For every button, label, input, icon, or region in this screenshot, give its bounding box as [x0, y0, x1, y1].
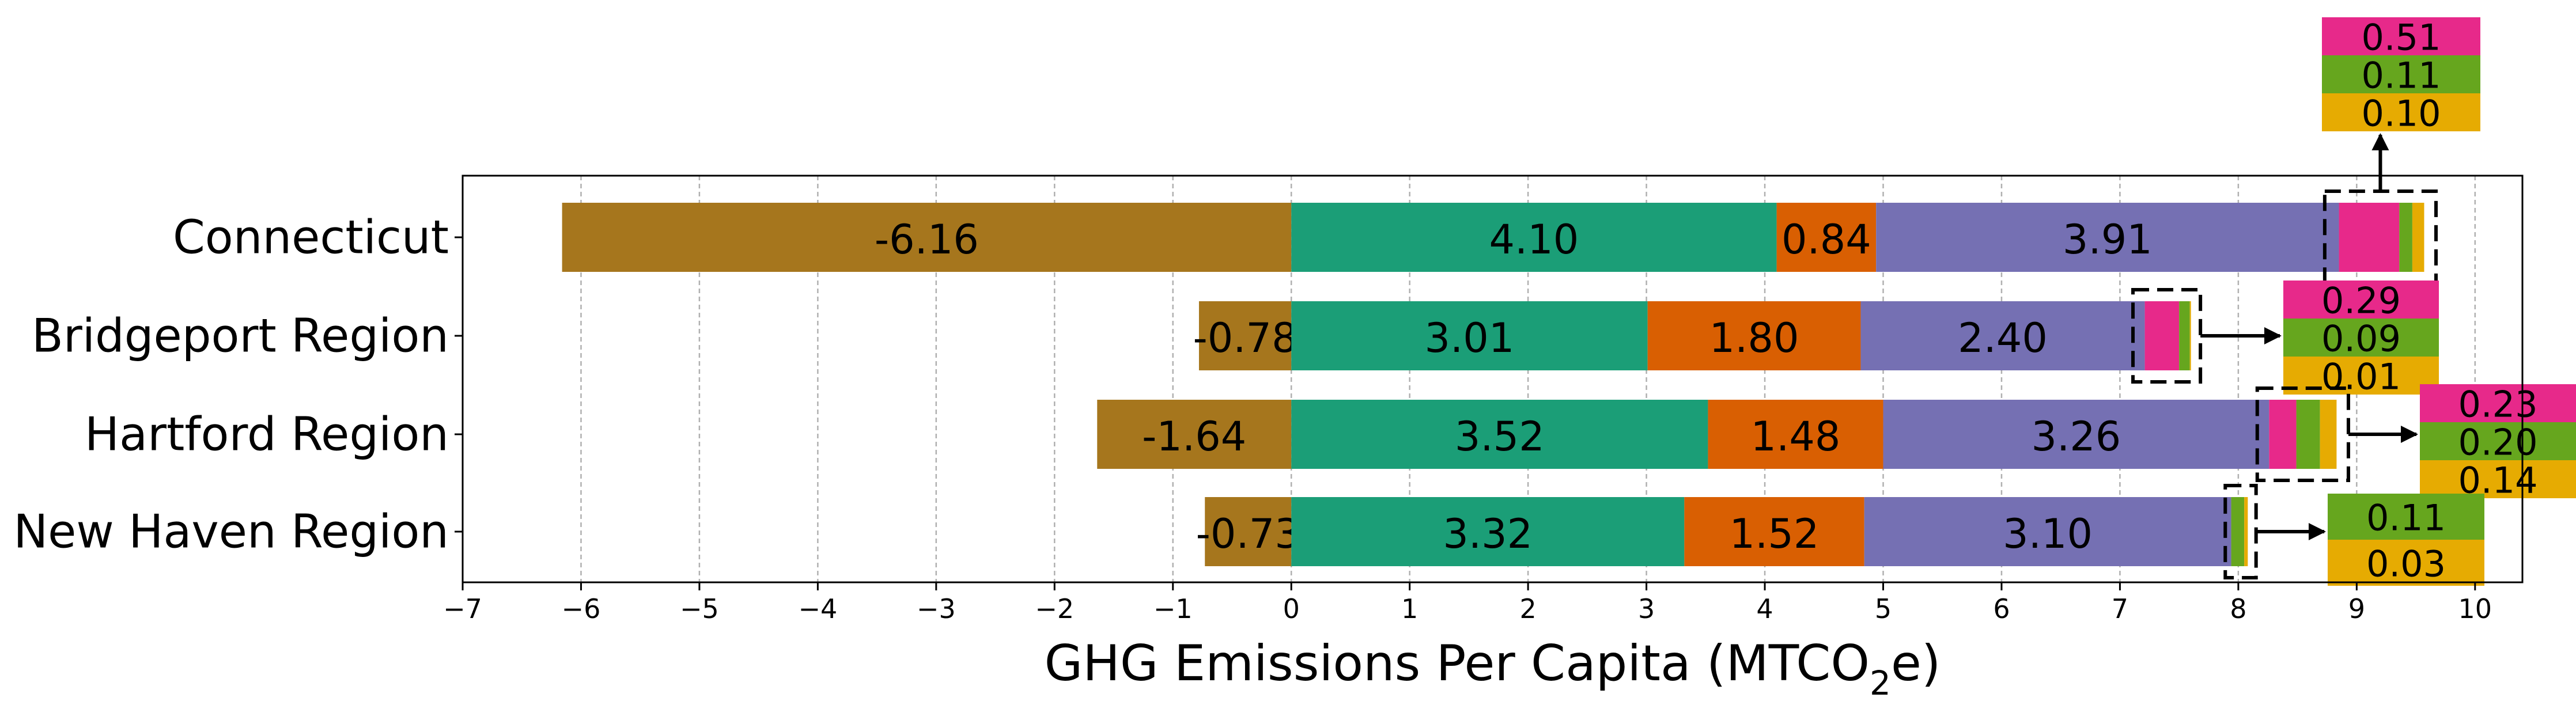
- bar-segment-r3-s0: [1205, 497, 1292, 566]
- zoom-box-r1: [2131, 288, 2203, 384]
- callout-value-r2-s4: 0.23: [2458, 384, 2537, 426]
- bar-segment-r2-s0: [1097, 400, 1292, 469]
- category-label-2: Hartford Region: [85, 408, 449, 461]
- y-axis: Connecticut Bridgeport Region Hartford Reg…: [13, 211, 463, 559]
- callout-swatch-r1-s4: [2283, 281, 2439, 319]
- bar-value-label-r0-s1: 4.10: [1489, 216, 1579, 263]
- callout-value-r0-s5: 0.11: [2361, 55, 2441, 97]
- bar-segment-r1-s5: [2179, 301, 2190, 370]
- zoom-box-r2: [2255, 386, 2350, 482]
- callout-swatch-r0-s4: [2322, 17, 2480, 55]
- bar-value-label-r0-s3: 3.91: [2063, 216, 2153, 263]
- bar-segment-r3-s6: [2244, 497, 2248, 566]
- bar-value-label-r0-s2: 0.84: [1781, 216, 1871, 263]
- x-axis-title-subscript: 2: [1870, 664, 1891, 702]
- bar-segment-r3-s3: [1864, 497, 2231, 566]
- x-tick-label-9: 2: [1519, 593, 1536, 624]
- callout-value-r3-s5: 0.11: [2366, 497, 2446, 539]
- bar-value-label-r2-s3: 3.26: [2031, 413, 2121, 460]
- bar-segment-r1-s3: [1860, 301, 2145, 370]
- bar-value-label-r2-s1: 3.52: [1455, 413, 1545, 460]
- bar-segment-r0-s3: [1876, 203, 2339, 272]
- bar-value-label-r3-s3: 3.10: [2003, 510, 2093, 558]
- x-tick-label-12: 5: [1875, 593, 1892, 624]
- callout-swatch-r0-s5: [2322, 55, 2480, 93]
- bar-value-label-r1-s1: 3.01: [1425, 314, 1515, 362]
- bar-segment-r1-s6: [2189, 301, 2191, 370]
- bar-value-label-r1-s2: 1.80: [1709, 314, 1799, 362]
- x-tick-label-7: 0: [1283, 593, 1300, 624]
- bar-segment-r1-s2: [1647, 301, 1861, 370]
- callout-value-r3-s6: 0.03: [2366, 543, 2446, 585]
- callout-swatch-r2-s6: [2420, 460, 2576, 498]
- bar-segment-r3-s2: [1684, 497, 1864, 566]
- bar-value-label-r2-s2: 1.48: [1751, 413, 1841, 460]
- bar-value-label-r2-s0: -1.64: [1142, 413, 1246, 460]
- bar-segment-r2-s4: [2269, 400, 2297, 469]
- x-tick-label-8: 1: [1401, 593, 1418, 624]
- x-tick-label-17: 10: [2458, 593, 2492, 624]
- x-axis-title-suffix: e): [1891, 635, 1940, 692]
- bar-value-label-r1-s3: 2.40: [1958, 314, 2048, 362]
- callout-swatch-r2-s4: [2420, 384, 2576, 422]
- x-tick-label-2: −5: [680, 593, 719, 624]
- x-tick-label-6: −1: [1153, 593, 1193, 624]
- callout-value-r1-s4: 0.29: [2321, 280, 2401, 322]
- callout-value-r1-s6: 0.01: [2321, 356, 2401, 398]
- bar-segment-r3-s5: [2231, 497, 2245, 566]
- bar-segment-r0-s6: [2412, 203, 2424, 272]
- x-tick-label-13: 6: [1993, 593, 2010, 624]
- plot-frame: [462, 175, 2524, 583]
- bar-segment-r2-s5: [2296, 400, 2320, 469]
- x-axis: −7 −6 −5 −4 −3 −2 −1 0 1 2 3 4 5 6 7 8 9 10 GHG Emissions …: [443, 582, 2492, 703]
- x-tick-label-1: −6: [562, 593, 601, 624]
- bar-segment-r0-s4: [2339, 203, 2400, 272]
- callout-swatch-r1-s5: [2283, 319, 2439, 357]
- category-label-0: Connecticut: [173, 211, 449, 264]
- x-tick-label-15: 8: [2230, 593, 2246, 624]
- bar-segment-r1-s1: [1291, 301, 1648, 370]
- bars: -6.16 4.10 0.84 3.91 -0.78 3.01 1.80 2.40 -1.64 3…: [562, 203, 2424, 566]
- bar-segment-r3-s1: [1291, 497, 1685, 566]
- bar-segment-r0-s2: [1776, 203, 1877, 272]
- category-label-1: Bridgeport Region: [32, 309, 449, 363]
- x-tick-label-3: −4: [798, 593, 837, 624]
- x-tick-label-11: 4: [1756, 593, 1773, 624]
- callout-value-r2-s5: 0.20: [2458, 422, 2537, 464]
- bar-value-label-r3-s1: 3.32: [1443, 510, 1533, 558]
- callout-swatch-r2-s5: [2420, 422, 2576, 460]
- callout-value-r0-s6: 0.10: [2361, 93, 2441, 135]
- callout-value-r1-s5: 0.09: [2321, 318, 2401, 360]
- callouts: 0.510.110.100.290.090.010.230.200.140.11…: [2131, 17, 2576, 586]
- bar-segment-r1-s0: [1198, 301, 1292, 370]
- x-tick-label-4: −3: [917, 593, 956, 624]
- category-label-3: New Haven Region: [13, 505, 449, 559]
- bar-segment-r2-s6: [2320, 400, 2337, 469]
- bar-segment-r0-s0: [562, 203, 1292, 272]
- x-tick-label-10: 3: [1638, 593, 1655, 624]
- bar-value-label-r3-s0: -0.73: [1196, 510, 1300, 558]
- zoom-box-r3: [2223, 484, 2258, 579]
- callout-swatch-r0-s6: [2322, 93, 2480, 131]
- callout-swatch-r3-s5: [2328, 494, 2484, 540]
- bar-segment-r0-s5: [2399, 203, 2412, 272]
- x-axis-title: GHG Emissions Per Capita (MTCO2e): [1045, 635, 1941, 702]
- bar-value-label-r1-s0: -0.78: [1193, 314, 1298, 362]
- x-tick-label-5: −2: [1035, 593, 1074, 624]
- bar-segment-r2-s2: [1708, 400, 1883, 469]
- bar-segment-r2-s3: [1883, 400, 2269, 469]
- bar-value-label-r0-s0: -6.16: [875, 216, 979, 263]
- bar-segment-r2-s1: [1291, 400, 1708, 469]
- x-tick-label-0: −7: [443, 593, 482, 624]
- callout-value-r0-s4: 0.51: [2361, 17, 2441, 59]
- bar-segment-r0-s1: [1291, 203, 1777, 272]
- x-tick-label-14: 7: [2112, 593, 2128, 624]
- callout-swatch-r3-s6: [2328, 540, 2484, 586]
- x-tick-label-16: 9: [2348, 593, 2365, 624]
- bar-segment-r1-s4: [2144, 301, 2180, 370]
- bar-value-label-r3-s2: 1.52: [1730, 510, 1820, 558]
- x-axis-title-main: GHG Emissions Per Capita (MTCO: [1045, 635, 1870, 692]
